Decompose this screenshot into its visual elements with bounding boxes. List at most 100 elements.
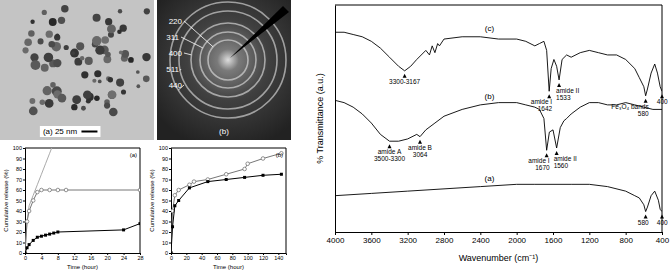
tem-particle bbox=[22, 47, 28, 53]
y-tick-label: 30 bbox=[162, 219, 168, 225]
y-tick-label: 40 bbox=[16, 208, 22, 214]
plot-area bbox=[335, 32, 662, 211]
x-tick: 100 bbox=[244, 253, 253, 261]
x-tick: 1200 bbox=[581, 232, 599, 245]
y-tick-label: 90 bbox=[162, 156, 168, 162]
frame-right bbox=[140, 148, 141, 253]
y-tick-mark bbox=[23, 148, 25, 149]
y-tick-mark bbox=[23, 211, 25, 212]
y-tick-mark bbox=[23, 253, 25, 254]
tem-particle bbox=[109, 108, 118, 117]
diffraction-ring bbox=[170, 2, 286, 118]
x-tick: 3200 bbox=[399, 232, 417, 245]
x-tick: 4000 bbox=[327, 232, 345, 245]
annotation: amide I1670 bbox=[528, 157, 550, 171]
tem-particle bbox=[55, 33, 59, 37]
y-tick: 80 bbox=[162, 166, 171, 172]
tem-particle bbox=[107, 24, 116, 33]
tem-particle bbox=[31, 60, 41, 70]
x-tick-mark bbox=[626, 232, 627, 235]
y-tick: 90 bbox=[16, 156, 25, 162]
y-tick: 70 bbox=[16, 177, 25, 183]
x-tick-label: 28 bbox=[137, 255, 143, 261]
series-marker bbox=[188, 183, 192, 187]
x-tick: 12 bbox=[72, 253, 78, 261]
annotation-text: 3500-3300 bbox=[374, 155, 405, 162]
y-tick: 80 bbox=[16, 166, 25, 172]
y-tick-label: 100 bbox=[13, 145, 22, 151]
tem-particle bbox=[24, 38, 32, 46]
annotation: 3300-3167 bbox=[389, 78, 420, 85]
y-tick-label: 50 bbox=[16, 198, 22, 204]
series-marker bbox=[25, 220, 29, 224]
series-marker bbox=[122, 228, 125, 231]
tem-particle bbox=[86, 99, 91, 104]
tem-particle bbox=[54, 34, 60, 40]
tem-particle bbox=[118, 9, 122, 13]
tem-particle bbox=[108, 91, 116, 99]
y-tick: 100 bbox=[159, 145, 171, 151]
x-tick: 400 bbox=[656, 232, 670, 245]
tem-particle bbox=[105, 52, 111, 58]
x-tick: 60 bbox=[214, 253, 220, 261]
x-tick: 4 bbox=[40, 253, 43, 261]
y-tick-mark bbox=[23, 232, 25, 233]
annotation-text: 3300-3167 bbox=[389, 78, 420, 85]
tem-particle bbox=[121, 50, 129, 58]
series-marker bbox=[44, 234, 47, 237]
x-tick: 28 bbox=[137, 253, 143, 261]
beam-stopper bbox=[230, 6, 289, 58]
y-tick-label: 20 bbox=[162, 229, 168, 235]
series-marker bbox=[36, 190, 40, 194]
y-tick-mark bbox=[169, 232, 171, 233]
figure: (a) 25 nm220311400511440(b)0481216202428… bbox=[0, 0, 670, 273]
tem-particle bbox=[48, 41, 55, 48]
annotation-text: amide II bbox=[556, 87, 579, 94]
x-tick: 3600 bbox=[363, 232, 381, 245]
x-tick-label: 1200 bbox=[581, 236, 599, 245]
panel-label: (a) bbox=[130, 152, 137, 158]
tem-particle bbox=[29, 98, 35, 104]
y-tick-label: 70 bbox=[16, 177, 22, 183]
y-tick: 50 bbox=[16, 198, 25, 204]
x-tick: 20 bbox=[184, 253, 190, 261]
ring-label: 511 bbox=[166, 65, 179, 74]
series-label: (b) bbox=[485, 92, 495, 101]
tem-particle bbox=[43, 86, 52, 95]
tem-particle bbox=[92, 36, 102, 46]
x-tick: 2800 bbox=[436, 232, 454, 245]
x-tick-mark bbox=[408, 232, 409, 235]
annotation: 580 bbox=[638, 219, 649, 226]
y-tick: 70 bbox=[162, 177, 171, 183]
tem-particle bbox=[45, 99, 54, 108]
y-tick: 40 bbox=[16, 208, 25, 214]
diffraction-ring bbox=[200, 32, 256, 88]
annotation-text: amide B bbox=[408, 144, 432, 151]
series-marker bbox=[225, 178, 228, 181]
x-tick: 0 bbox=[170, 253, 173, 261]
annotation: 400 bbox=[657, 98, 668, 105]
y-axis: 0102030405060708090100 bbox=[13, 145, 26, 256]
y-tick: 0 bbox=[165, 250, 171, 256]
x-tick-label: 0 bbox=[170, 255, 173, 261]
x-tick-label: 40 bbox=[199, 255, 205, 261]
tem-particle bbox=[94, 96, 100, 102]
y-axis bbox=[335, 6, 336, 233]
y-tick-label: 10 bbox=[16, 240, 22, 246]
tem-particle bbox=[42, 10, 47, 15]
tem-particle bbox=[144, 8, 150, 14]
y-tick-label: 40 bbox=[162, 208, 168, 214]
y-tick-label: 50 bbox=[162, 198, 168, 204]
series-marker bbox=[206, 180, 209, 183]
tem-particle bbox=[61, 5, 68, 12]
annotation: amide II1560 bbox=[554, 155, 577, 169]
y-tick-mark bbox=[169, 243, 171, 244]
series-marker bbox=[40, 188, 44, 192]
series-marker bbox=[139, 222, 141, 225]
x-tick: 16 bbox=[88, 253, 94, 261]
x-tick: 0 bbox=[24, 253, 27, 261]
x-tick-mark bbox=[589, 232, 590, 235]
ring-pointer bbox=[184, 53, 191, 55]
x-tick: 20 bbox=[105, 253, 111, 261]
series-line bbox=[171, 153, 281, 253]
